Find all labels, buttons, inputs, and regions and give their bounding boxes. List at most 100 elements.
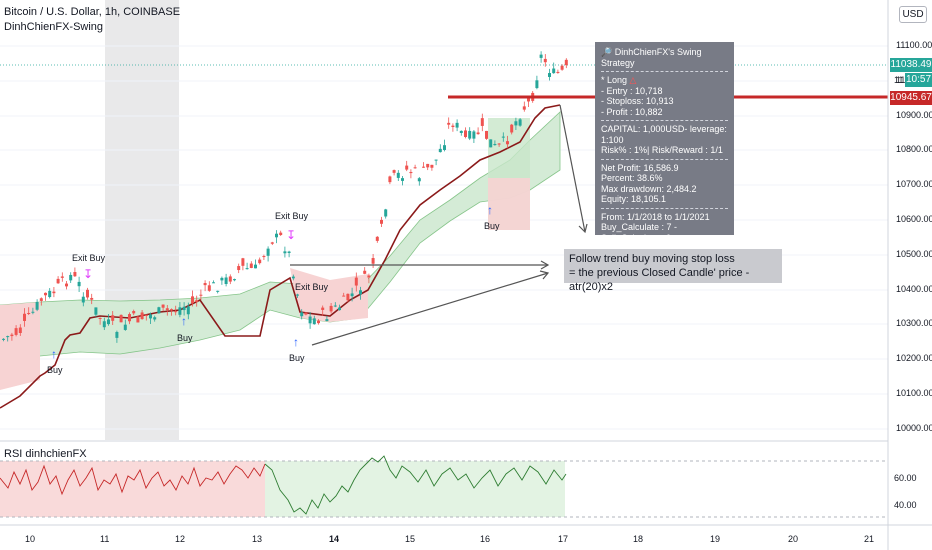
time-tick: 20 (788, 534, 799, 544)
candle-body (317, 320, 320, 324)
candle-body (69, 274, 73, 281)
tooltip-title: 🔎 DinhChienFX's Swing Strategy (601, 47, 702, 68)
candle-body (207, 285, 211, 291)
candle-body (396, 172, 400, 178)
candle-body (212, 282, 215, 284)
candle-body (174, 311, 178, 313)
candle-body (65, 283, 68, 287)
rsi-pane-title[interactable]: RSI dinhchienFX (4, 448, 87, 460)
candle-body (203, 283, 207, 286)
candle-body (14, 328, 18, 335)
buy-label: Buy (47, 365, 63, 375)
candle-body (417, 178, 421, 182)
candle-body (363, 270, 367, 274)
candle-body (178, 307, 182, 315)
candle-body (459, 130, 463, 133)
price-tick: 10600.00 (896, 214, 932, 224)
candle-body (287, 251, 291, 253)
candle-body (543, 58, 547, 63)
annotation-arrows (290, 104, 588, 346)
candle-body (270, 242, 274, 244)
candle-body (371, 258, 375, 264)
candle-body (321, 307, 325, 310)
candle-body (27, 312, 31, 314)
time-tick: 14 (329, 534, 340, 544)
candle-body (128, 314, 131, 322)
annotation-box[interactable]: Follow trend buy moving stop loss = the … (564, 249, 782, 293)
candle-body (249, 263, 253, 268)
strategy-tooltip: 🔎 DinhChienFX's Swing Strategy * Long △ … (595, 42, 734, 243)
price-tick: 10000.00 (896, 423, 932, 433)
candle-body (136, 316, 140, 323)
candle-body (18, 327, 22, 334)
stop-price-tag: 10945.67 (890, 91, 932, 105)
price-tick: 10400.00 (896, 284, 932, 294)
candle-body (539, 54, 543, 58)
tooltip-entry: - Entry : 10,718 (601, 85, 663, 96)
candle-body (233, 279, 236, 281)
candle-body (182, 306, 186, 311)
candle-body (291, 276, 295, 279)
candle-body (296, 294, 299, 296)
candle-body (312, 318, 316, 325)
green-band (0, 111, 561, 357)
candle-body (81, 296, 85, 303)
buy-label: Buy (289, 353, 305, 363)
candle-body (329, 305, 333, 312)
candle-body (443, 145, 446, 150)
tooltip-profit: - Profit : 10,882 (601, 106, 663, 117)
candle-body (275, 233, 278, 238)
candle-body (380, 219, 383, 224)
candle-body (123, 324, 127, 330)
candle-body (422, 166, 425, 168)
candle-body (434, 159, 438, 161)
candle-body (195, 300, 199, 302)
candle-body (527, 97, 530, 102)
candle-body (426, 163, 430, 168)
annotation-line-1: Follow trend buy moving stop loss (569, 253, 735, 265)
candle-body (489, 139, 493, 148)
candle-body (346, 293, 350, 301)
candle-body (35, 301, 39, 310)
candle-body (191, 296, 194, 304)
candle-body (447, 122, 451, 125)
price-tick: 10300.00 (896, 318, 932, 328)
candle-body (86, 289, 89, 298)
tooltip-net-profit: Net Profit: 16,586.9 (601, 162, 679, 173)
candle-body (199, 294, 203, 296)
candle-body (401, 178, 404, 181)
buy-label: Buy (177, 333, 193, 343)
candle-body (556, 71, 560, 73)
buy-arrow-icon: ↑ (487, 203, 493, 217)
trailing-stop-line (0, 104, 561, 409)
tooltip-drawdown: Max drawdown: 2,484.2 (601, 183, 697, 194)
tooltip-side: * Long △ (601, 75, 637, 85)
tooltip-range: From: 1/1/2018 to 1/1/2021 (601, 211, 710, 222)
candle-body (266, 248, 270, 256)
candle-body (480, 118, 484, 126)
candle-body (77, 281, 81, 287)
candle-body (304, 312, 308, 315)
candle-body (228, 276, 232, 282)
candle-body (140, 312, 144, 320)
candle-body (375, 236, 379, 241)
candle-body (548, 73, 551, 77)
candle-body (506, 141, 509, 145)
candle-body (468, 130, 472, 139)
annotation-line-2: = the previous Closed Candle' price - at… (569, 267, 750, 293)
price-tick: 10900.00 (896, 110, 932, 120)
candle-body (359, 290, 362, 295)
candle-body (325, 319, 329, 321)
candle-body (451, 125, 455, 128)
rsi-tick-40: 40.00 (894, 500, 917, 510)
candle-body (94, 307, 98, 315)
candle-body (510, 124, 514, 133)
time-tick: 17 (558, 534, 569, 544)
tooltip-percent: Percent: 38.6% (601, 173, 663, 183)
candle-body (115, 331, 119, 338)
trade-zone-loss (488, 178, 530, 230)
buy-arrow-icon: ↑ (181, 314, 187, 328)
currency-button[interactable]: USD (899, 6, 927, 23)
study-name[interactable]: DinhChienFX-Swing (4, 21, 104, 33)
